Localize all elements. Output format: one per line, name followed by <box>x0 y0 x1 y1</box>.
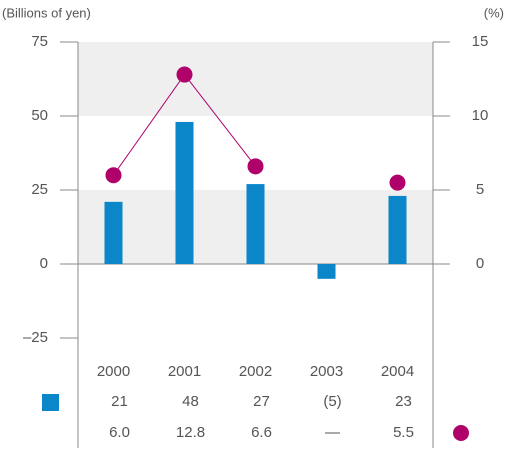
value-label: 6.6 <box>251 424 272 441</box>
y-tick-label: 50 <box>31 107 48 124</box>
point <box>389 174 406 191</box>
bar <box>317 264 336 279</box>
y2-axis-label: (%) <box>484 5 504 20</box>
band <box>78 42 433 116</box>
x-tick-label: 2003 <box>310 363 343 380</box>
value-label: 6.0 <box>109 424 130 441</box>
y2-tick-label: 5 <box>476 181 484 198</box>
x-tick-label: 2001 <box>168 363 201 380</box>
value-label: 27 <box>253 393 270 410</box>
bar <box>388 195 407 264</box>
x-tick-label: 2004 <box>381 363 414 380</box>
legend-swatch <box>42 394 59 411</box>
x-tick-label: 2000 <box>97 363 130 380</box>
y-tick-label: 25 <box>31 181 48 198</box>
y-tick-label: 0 <box>40 255 48 272</box>
bar <box>104 201 123 264</box>
value-label: 5.5 <box>393 424 414 441</box>
y2-tick-label: 15 <box>472 33 489 50</box>
value-label: 23 <box>395 393 412 410</box>
value-label: (5) <box>323 393 341 410</box>
legend-swatch <box>453 425 469 441</box>
point <box>105 167 122 184</box>
y2-tick-label: 0 <box>476 255 484 272</box>
value-label: 48 <box>182 393 199 410</box>
y2-tick-label: 10 <box>472 107 489 124</box>
point <box>176 66 193 83</box>
value-label: 12.8 <box>176 424 205 441</box>
x-tick-label: 2002 <box>239 363 272 380</box>
value-label: — <box>325 424 340 441</box>
bar <box>246 184 265 264</box>
y-axis-label: (Billions of yen) <box>2 5 91 20</box>
value-label: 21 <box>111 393 128 410</box>
y-tick-label: –25 <box>23 329 48 346</box>
point <box>247 158 264 175</box>
bar <box>175 121 194 264</box>
y-tick-label: 75 <box>31 33 48 50</box>
